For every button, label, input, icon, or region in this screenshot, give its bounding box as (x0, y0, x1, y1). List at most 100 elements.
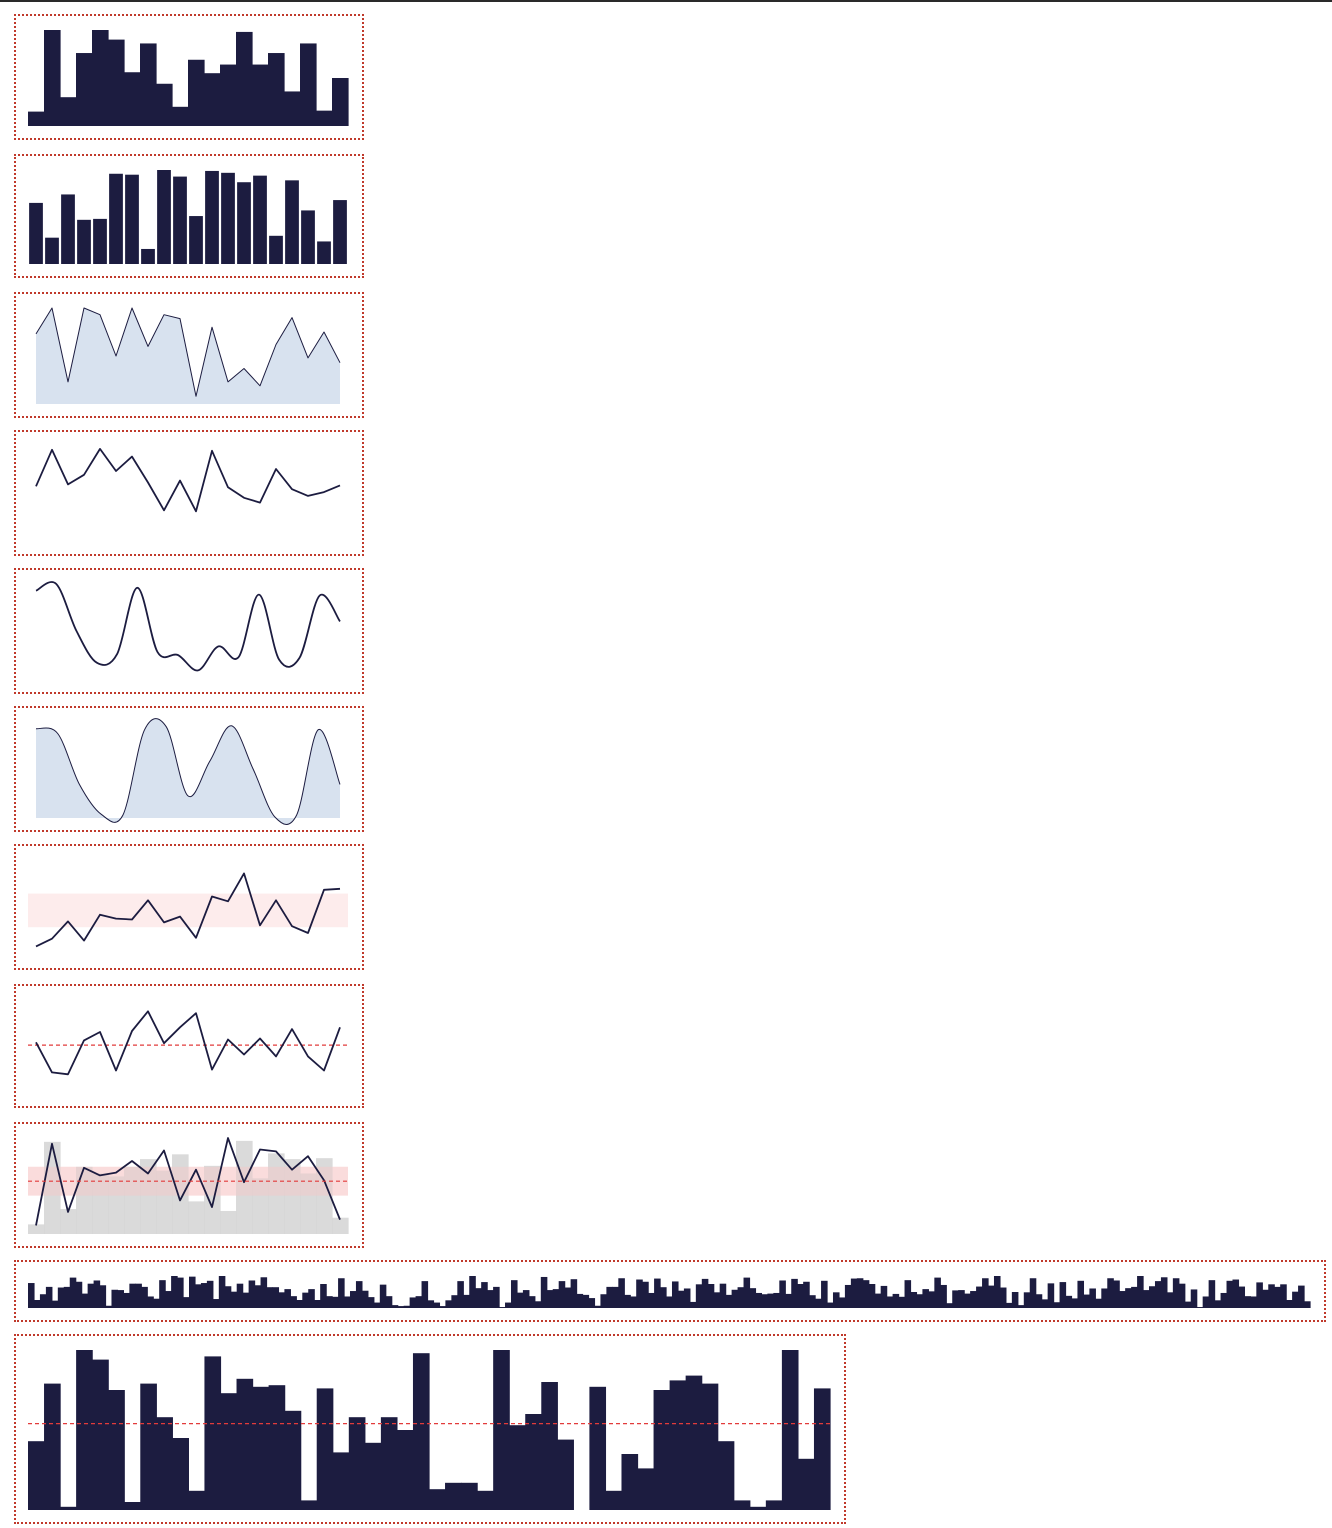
bar (1160, 1277, 1168, 1308)
bar (1029, 1278, 1037, 1308)
bar (153, 1298, 160, 1308)
bar (469, 1276, 476, 1308)
bar (45, 237, 59, 264)
bar (285, 180, 299, 264)
bar (832, 1292, 840, 1308)
bar (1262, 1289, 1269, 1308)
bar (200, 1283, 208, 1308)
bar (457, 1281, 464, 1308)
bar (731, 1289, 739, 1308)
bar (445, 1482, 462, 1510)
bar (224, 1286, 232, 1308)
bar (290, 1296, 297, 1308)
bar (558, 1281, 566, 1308)
bar (189, 216, 203, 264)
sparkline-svg (29, 170, 347, 264)
sparkline-svg (35, 307, 341, 404)
bar (51, 1300, 59, 1308)
bar (856, 1278, 864, 1308)
bar (1023, 1292, 1031, 1308)
sparkline-dense-bars (14, 1260, 1326, 1322)
bar (433, 1302, 441, 1308)
bar (988, 1285, 995, 1308)
bar (1131, 1286, 1138, 1308)
bar (253, 175, 267, 264)
area-fill (36, 308, 340, 404)
background-bar (156, 1170, 173, 1234)
bar (380, 1417, 398, 1510)
bar (236, 1378, 254, 1510)
bar (412, 1353, 430, 1510)
bar (60, 1506, 77, 1510)
bar (874, 1293, 882, 1308)
bar (1178, 1283, 1186, 1308)
bar (367, 1297, 375, 1308)
bar (344, 1296, 351, 1308)
bar (594, 1305, 602, 1308)
bar (108, 1390, 125, 1510)
bar (308, 1289, 315, 1308)
sparkline-svg (28, 30, 349, 127)
bar (156, 83, 173, 126)
bar (1077, 1280, 1085, 1308)
bar (1083, 1294, 1090, 1308)
bar (605, 1490, 623, 1510)
bar (779, 1280, 786, 1308)
bar (204, 1356, 222, 1510)
area-fill (36, 718, 340, 825)
bar (177, 1277, 184, 1308)
bar (173, 176, 187, 264)
bar (28, 1283, 35, 1308)
bar (660, 1287, 667, 1308)
bar (958, 1290, 965, 1308)
bar (755, 1292, 763, 1308)
bar (767, 1293, 774, 1308)
bar (904, 1280, 912, 1308)
bar (33, 1300, 41, 1308)
bar (1017, 1305, 1025, 1308)
bar (272, 1287, 280, 1308)
bar (621, 1454, 639, 1510)
bar (964, 1293, 971, 1308)
bar (1071, 1298, 1079, 1308)
bar (1089, 1288, 1096, 1308)
bar (1005, 1302, 1013, 1308)
bar (1232, 1279, 1240, 1308)
bar (1059, 1282, 1067, 1308)
sparkline-area-linear (14, 292, 364, 418)
bar (99, 1285, 107, 1308)
bar (1286, 1300, 1293, 1308)
bar (946, 1303, 953, 1308)
bar (140, 1383, 157, 1510)
series-line (35, 1137, 341, 1226)
bar (1065, 1295, 1073, 1308)
bar (493, 1350, 510, 1510)
bar (63, 1286, 71, 1308)
bar (707, 1284, 715, 1308)
bar (415, 1296, 423, 1308)
background-bar (92, 1173, 109, 1234)
bar (421, 1281, 429, 1308)
bar (552, 1289, 560, 1308)
background-bar (108, 1176, 125, 1234)
bar (1214, 1300, 1222, 1308)
bar (124, 1502, 141, 1510)
bar (952, 1290, 959, 1308)
bar (701, 1383, 719, 1510)
background-bar (252, 1178, 269, 1234)
bar (205, 170, 219, 264)
bar (220, 1393, 238, 1510)
sparkline-area-smooth (14, 706, 364, 832)
background-bar (124, 1166, 141, 1234)
bar (1208, 1280, 1216, 1308)
top-rule (0, 0, 1332, 2)
sparkline-svg (28, 1137, 349, 1234)
bar (1292, 1291, 1299, 1308)
bar (254, 1285, 262, 1308)
bar (528, 1296, 536, 1308)
bar (159, 1280, 166, 1308)
bar (1095, 1298, 1102, 1308)
bar (1274, 1286, 1281, 1308)
bar (827, 1302, 834, 1308)
bar (940, 1284, 947, 1308)
